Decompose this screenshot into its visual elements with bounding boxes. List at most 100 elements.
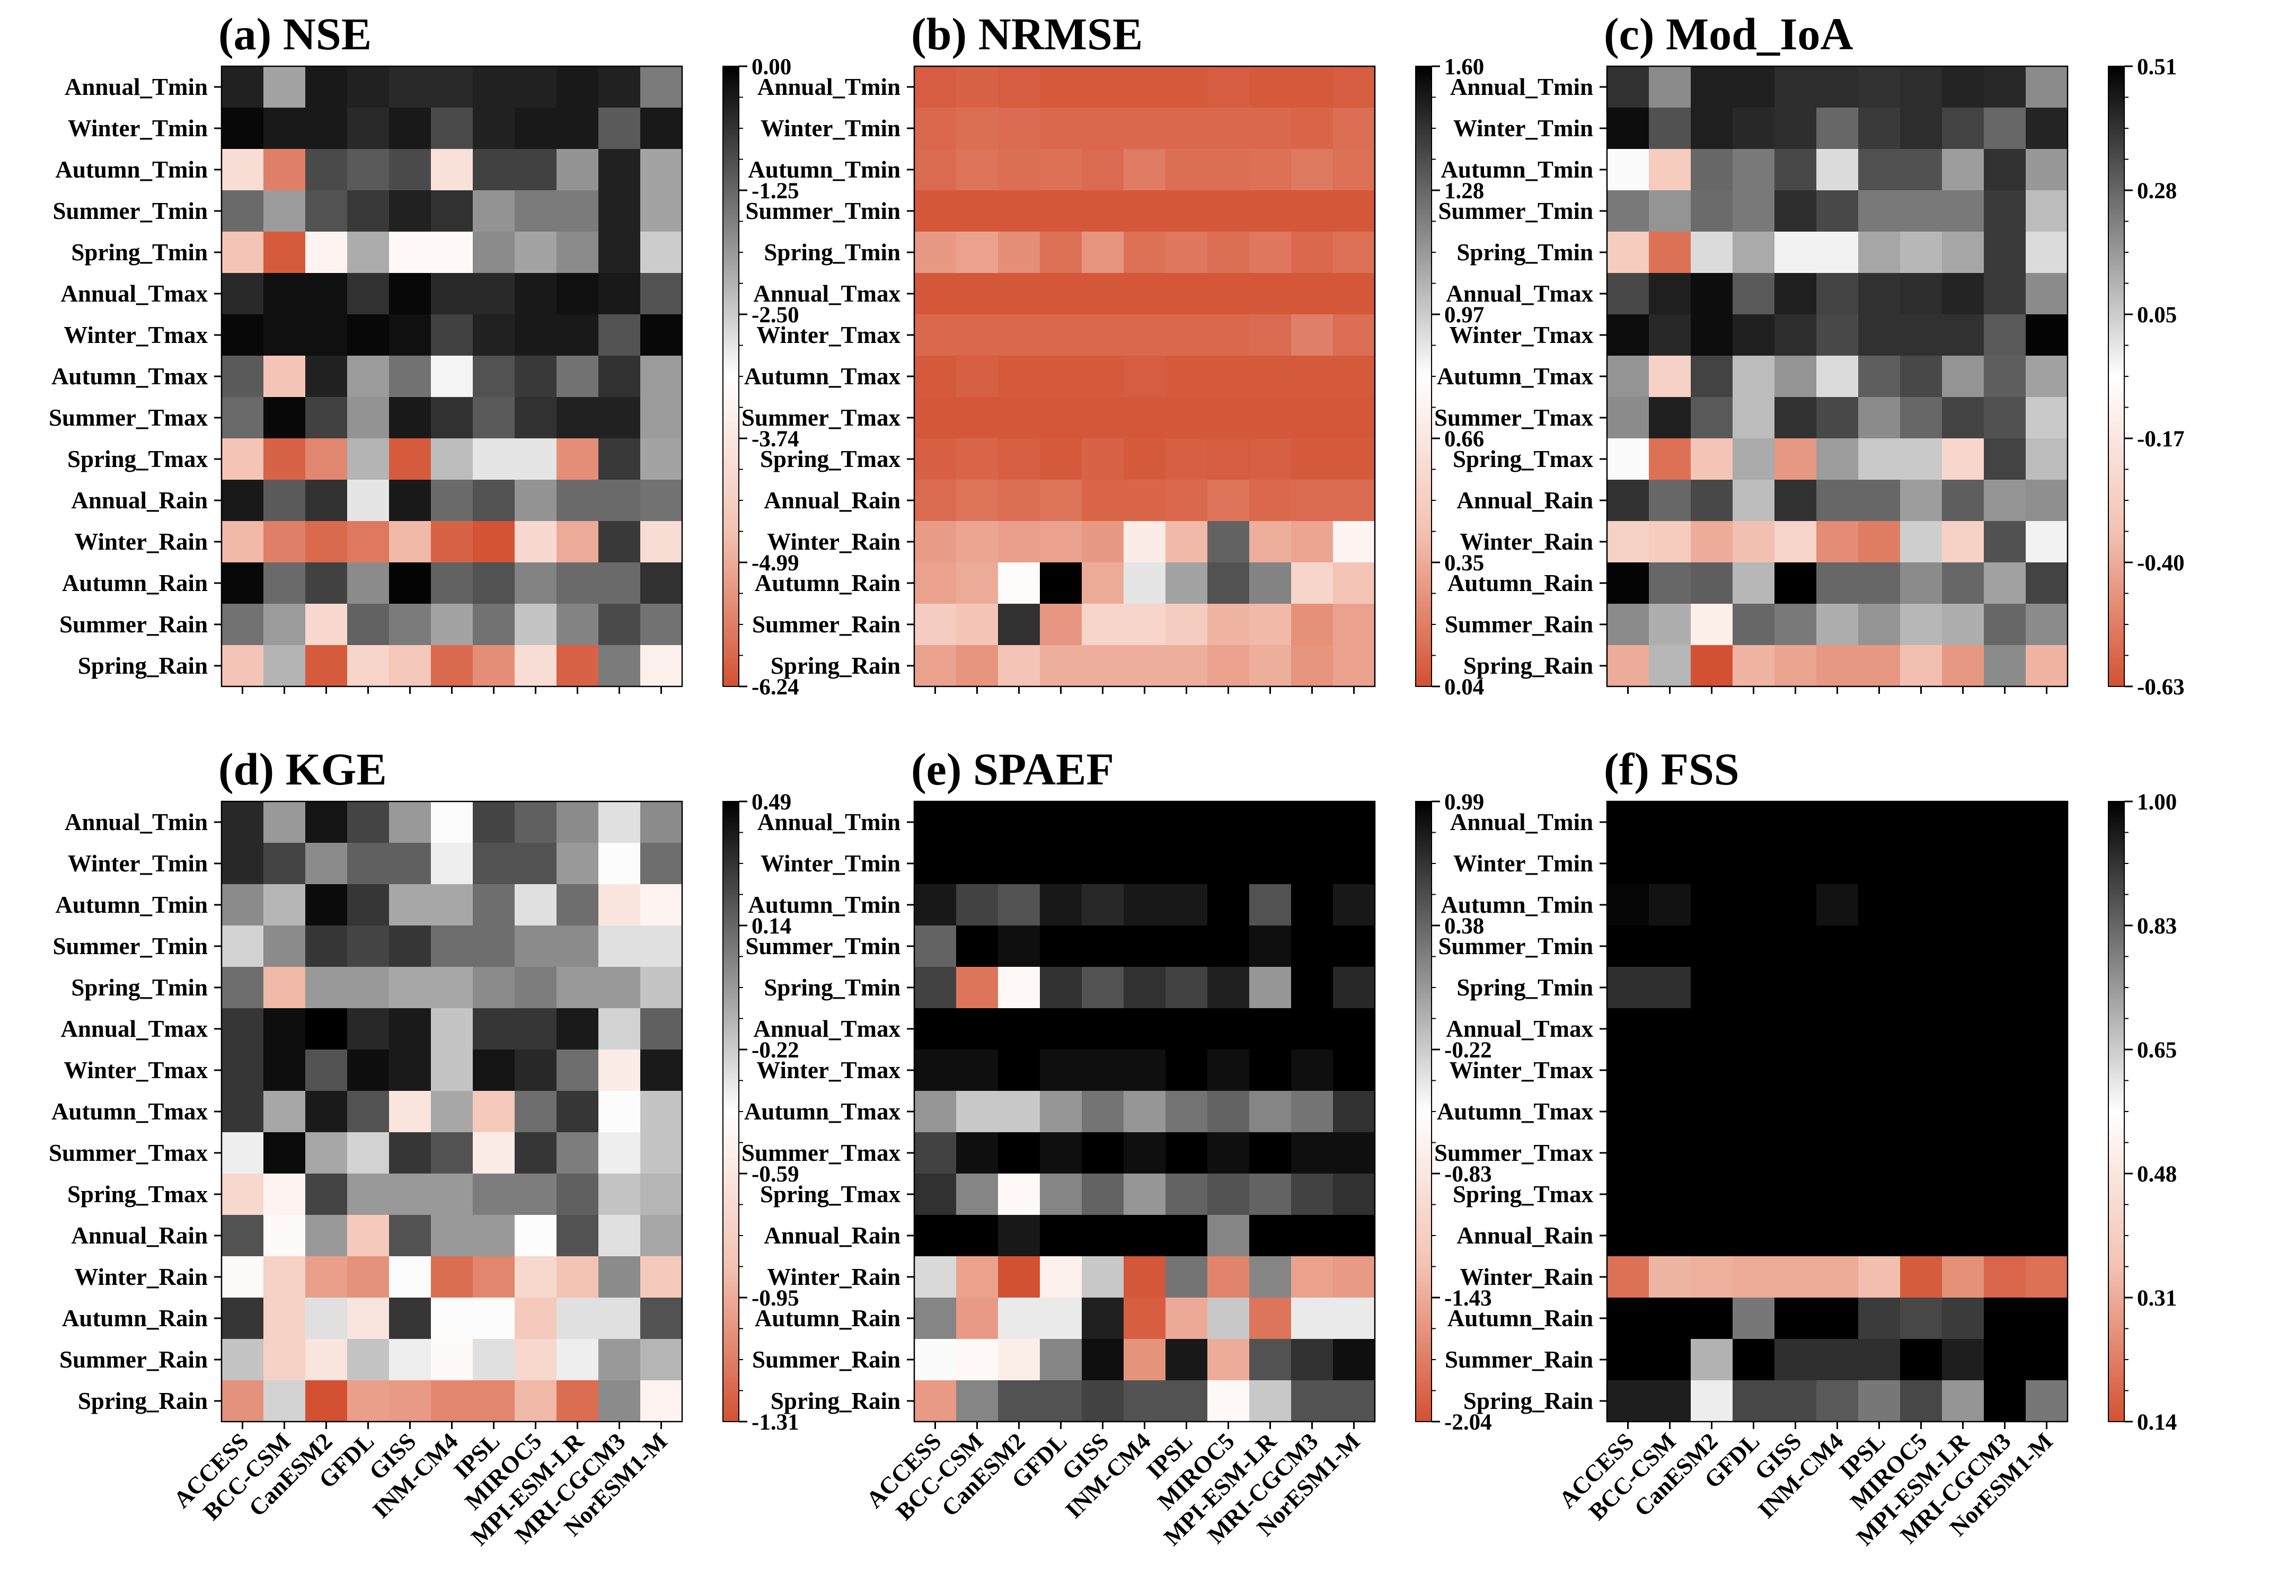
colorbar-tick-label: 0.31 xyxy=(2137,1286,2177,1311)
heatmap-cell xyxy=(998,1256,1040,1298)
heatmap-cell xyxy=(1733,108,1775,149)
colorbar-tick-label: -0.40 xyxy=(2137,551,2185,576)
heatmap-cell xyxy=(1082,1380,1124,1422)
heatmap-cell xyxy=(1249,1298,1292,1339)
heatmap-cell xyxy=(1942,562,1984,604)
heatmap-cell xyxy=(1774,1132,1817,1174)
heatmap-cell xyxy=(1649,1298,1691,1339)
colorbar-tick-label: -0.59 xyxy=(752,1162,799,1187)
heatmap-cell xyxy=(1816,1174,1859,1215)
heatmap-cell xyxy=(1607,645,1649,687)
heatmap-cell xyxy=(2026,562,2068,604)
heatmap-cell xyxy=(305,521,348,563)
row-label: Autumn_Tmax xyxy=(1437,363,1594,390)
heatmap-cell xyxy=(1124,314,1166,356)
heatmap-cell xyxy=(598,1008,641,1050)
heatmap-cell xyxy=(473,1215,515,1257)
heatmap-cell xyxy=(1858,108,1901,149)
heatmap-cell xyxy=(1291,562,1334,604)
heatmap-cell xyxy=(515,1256,557,1298)
colorbar-tick-label: 1.28 xyxy=(1444,179,1484,204)
heatmap-cell xyxy=(1040,1256,1082,1298)
heatmap-cell xyxy=(1816,1256,1859,1298)
heatmap-cell xyxy=(389,925,431,967)
heatmap-cell xyxy=(515,884,557,926)
heatmap-cell xyxy=(431,314,473,356)
heatmap-cell xyxy=(389,356,431,398)
heatmap-cell xyxy=(640,66,683,108)
heatmap-cell xyxy=(1733,480,1775,522)
heatmap-cell xyxy=(1124,925,1166,967)
panel-title: (c) Mod_IoA xyxy=(1604,8,1853,59)
heatmap-cell xyxy=(1607,1050,1649,1091)
heatmap-cell xyxy=(347,843,390,885)
heatmap-cell xyxy=(1124,521,1166,563)
heatmap-cell xyxy=(1858,1256,1901,1298)
heatmap-cell xyxy=(1124,397,1166,439)
heatmap-cell xyxy=(914,925,957,967)
heatmap-cell xyxy=(1040,1008,1082,1050)
heatmap-cell xyxy=(473,884,515,926)
heatmap-cell xyxy=(1774,1008,1817,1050)
heatmap-cell xyxy=(1124,356,1166,398)
heatmap-cell xyxy=(1774,562,1817,604)
heatmap-cell xyxy=(1291,645,1334,687)
heatmap-cell xyxy=(263,66,306,108)
colorbar-tick-label: 0.97 xyxy=(1444,303,1484,328)
heatmap-cell xyxy=(1333,925,1375,967)
heatmap-cell xyxy=(1249,232,1292,274)
heatmap-cell xyxy=(431,66,473,108)
heatmap-cell xyxy=(431,356,473,398)
row-label: Spring_Tmax xyxy=(760,446,901,472)
heatmap-cell xyxy=(1942,108,1984,149)
heatmap-cell xyxy=(431,801,473,843)
heatmap-cell xyxy=(640,925,683,967)
heatmap-cell xyxy=(1607,66,1649,108)
heatmap-cell xyxy=(640,1298,683,1339)
heatmap-cell xyxy=(1333,604,1375,646)
heatmap-cell xyxy=(389,1132,431,1174)
heatmap-cell xyxy=(956,521,999,563)
heatmap-cell xyxy=(1900,1339,1942,1381)
heatmap-cell xyxy=(1040,1298,1082,1339)
heatmap-cell xyxy=(1333,66,1375,108)
heatmap-cell xyxy=(1249,1215,1292,1257)
heatmap-cell xyxy=(1082,397,1124,439)
heatmap-cell xyxy=(263,273,306,315)
heatmap-cell xyxy=(1124,1091,1166,1133)
heatmap-cell xyxy=(1082,190,1124,232)
heatmap-cell xyxy=(473,645,515,687)
heatmap-cell xyxy=(1900,1298,1942,1339)
heatmap-cell xyxy=(914,1174,957,1215)
heatmap-cell xyxy=(473,314,515,356)
heatmap-cell xyxy=(914,480,957,522)
heatmap-cell xyxy=(1333,967,1375,1009)
heatmap-cell xyxy=(956,1298,999,1339)
colorbar xyxy=(1415,801,1432,1422)
heatmap-cell xyxy=(1207,1008,1250,1050)
heatmap-cell xyxy=(347,1132,390,1174)
heatmap-cell xyxy=(1858,232,1901,274)
heatmap-cell xyxy=(473,562,515,604)
heatmap-cell xyxy=(263,1339,306,1381)
row-label: Annual_Tmax xyxy=(1446,1016,1593,1042)
row-label: Annual_Tmax xyxy=(60,280,208,307)
colorbar-tick-label: 0.66 xyxy=(1444,427,1484,452)
heatmap-cell xyxy=(640,1091,683,1133)
heatmap-cell xyxy=(1040,314,1082,356)
heatmap-cell xyxy=(598,356,641,398)
heatmap-cell xyxy=(1649,1174,1691,1215)
heatmap-cell xyxy=(1733,1256,1775,1298)
heatmap-cell xyxy=(1816,645,1859,687)
heatmap-cell xyxy=(1942,480,1984,522)
heatmap-cell xyxy=(557,190,599,232)
heatmap-cell xyxy=(1040,1132,1082,1174)
heatmap-cell xyxy=(263,1215,306,1257)
heatmap-cell xyxy=(1333,1050,1375,1091)
heatmap-cell xyxy=(1942,273,1984,315)
heatmap-cell xyxy=(1900,967,1942,1009)
heatmap-cell xyxy=(263,108,306,149)
heatmap-cell xyxy=(1816,480,1859,522)
heatmap-cell xyxy=(305,604,348,646)
heatmap-cell xyxy=(1291,108,1334,149)
